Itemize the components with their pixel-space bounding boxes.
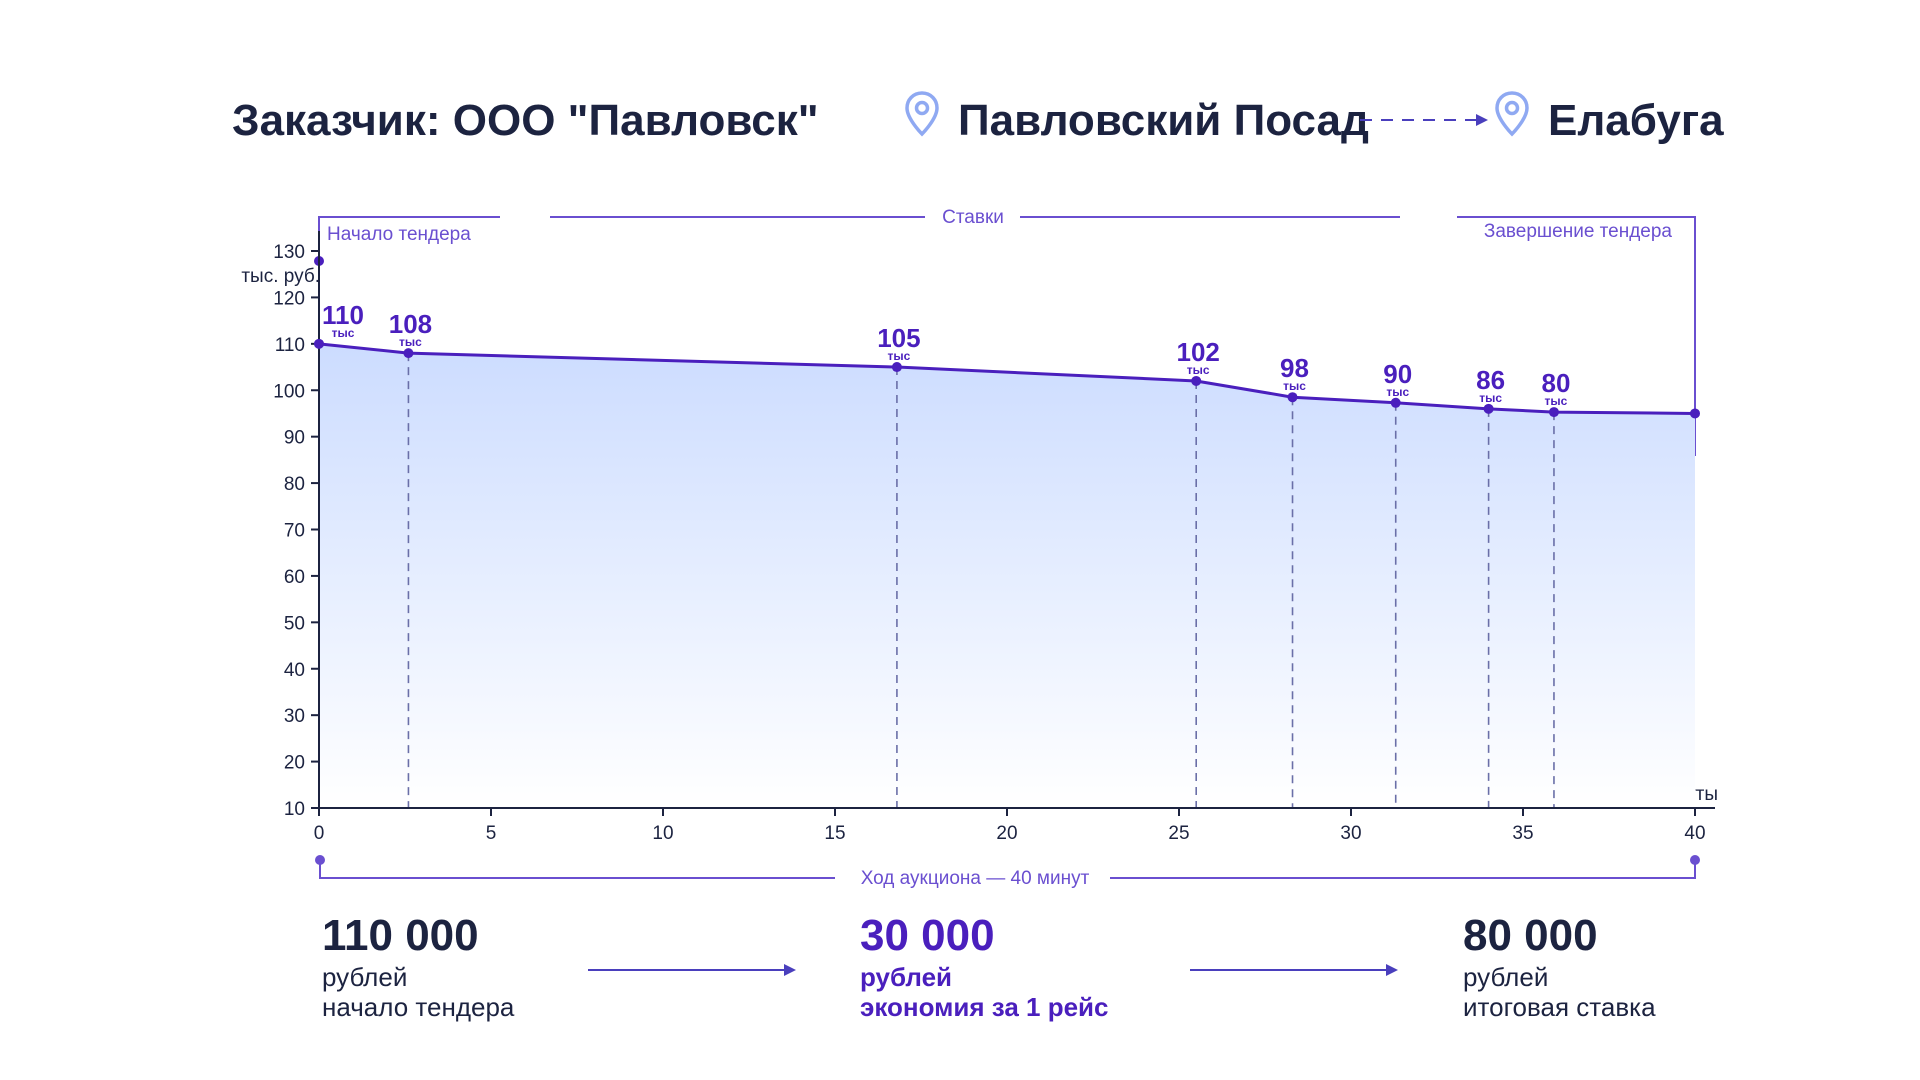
y-axis-label: тыс. руб. xyxy=(241,266,320,287)
to-city: Елабуга xyxy=(1548,96,1724,145)
map-pin-icon xyxy=(1495,91,1529,137)
summary-start-caption: начало тендера xyxy=(322,992,515,1022)
arrow-right-icon xyxy=(588,964,796,976)
end-annotation: Завершение тендера xyxy=(1484,221,1673,242)
summary-savings-unit: рублей xyxy=(860,962,953,992)
bid-value-label: 86 xyxy=(1476,365,1505,395)
bid-point xyxy=(891,362,902,373)
arrow-right-icon xyxy=(1190,964,1398,976)
x-tick-label: 40 xyxy=(1684,823,1705,844)
y-tick-label: 100 xyxy=(273,381,305,402)
x-tick-label: 0 xyxy=(314,823,325,844)
chart-title: Ставки xyxy=(942,207,1004,228)
duration-bracket: Ход аукциона — 40 минут xyxy=(315,855,1700,889)
bid-value-label: 90 xyxy=(1383,359,1412,389)
route-arrow-icon xyxy=(1360,114,1488,126)
start-bracket: Начало тендера xyxy=(314,216,500,266)
area-fill xyxy=(319,343,1695,808)
y-tick-label: 70 xyxy=(284,521,305,542)
y-tick-label: 120 xyxy=(273,288,305,309)
summary-final-value: 80 000 xyxy=(1463,911,1598,960)
y-tick-label: 20 xyxy=(284,753,305,774)
bid-point xyxy=(1390,397,1401,408)
y-tick-label: 10 xyxy=(284,799,305,820)
x-tick-label: 15 xyxy=(824,823,845,844)
y-tick-label: 50 xyxy=(284,613,305,634)
summary-start-unit: рублей xyxy=(322,962,408,992)
bid-value-label: 80 xyxy=(1541,368,1570,398)
x-tick-label: 30 xyxy=(1340,823,1361,844)
summary-savings-value: 30 000 xyxy=(860,911,995,960)
bid-unit-label: тыс xyxy=(1479,391,1502,405)
bid-point xyxy=(1483,403,1494,414)
bid-unit-label: тыс xyxy=(399,335,422,349)
bid-point xyxy=(1287,392,1298,403)
customer-title: Заказчик: ООО "Павловск" xyxy=(232,96,819,145)
from-city: Павловский Посад xyxy=(958,96,1369,145)
summary-savings-caption: экономия за 1 рейс xyxy=(860,992,1109,1022)
bid-unit-label: тыс xyxy=(1187,363,1210,377)
x-tick-label: 25 xyxy=(1168,823,1189,844)
x-tick-label: 35 xyxy=(1512,823,1533,844)
bid-point xyxy=(314,338,324,349)
duration-annotation: Ход аукциона — 40 минут xyxy=(861,868,1090,889)
bid-value-label: 110 xyxy=(322,300,364,330)
summary-final-unit: рублей xyxy=(1463,962,1549,992)
bid-unit-label: тыс xyxy=(888,349,911,363)
y-tick-label: 90 xyxy=(284,428,305,449)
summary-final-caption: итоговая ставка xyxy=(1463,992,1656,1022)
bid-point xyxy=(1191,375,1202,386)
bid-point xyxy=(403,348,414,359)
map-pin-icon xyxy=(905,91,939,137)
x-tick-label: 5 xyxy=(486,823,497,844)
y-tick-label: 80 xyxy=(284,474,305,495)
bid-unit-label: тыс xyxy=(332,326,355,340)
y-tick-label: 60 xyxy=(284,567,305,588)
bid-value-label: 105 xyxy=(877,323,920,353)
bid-point xyxy=(1548,407,1559,418)
bid-point xyxy=(1690,408,1700,419)
x-tick-label: 10 xyxy=(652,823,673,844)
summary-savings: 30 000 рублей экономия за 1 рейс xyxy=(860,910,1109,1022)
bid-unit-label: тыс xyxy=(1386,385,1409,399)
summary-final: 80 000 рублей итоговая ставка xyxy=(1463,910,1656,1022)
y-tick-label: 30 xyxy=(284,706,305,727)
bid-unit-label: тыс xyxy=(1283,379,1306,393)
y-tick-label: 130 xyxy=(273,242,305,263)
title-bracket: Ставки xyxy=(550,207,1400,228)
route: Павловский Посад Елабуга xyxy=(900,90,1724,150)
x-tick-label: 20 xyxy=(996,823,1017,844)
start-annotation: Начало тендера xyxy=(327,224,471,245)
summary-start: 110 000 рублей начало тендера xyxy=(322,910,514,1022)
bid-value-label: 98 xyxy=(1280,353,1309,383)
summary-start-value: 110 000 xyxy=(322,911,479,960)
y-tick-label: 110 xyxy=(275,335,305,356)
bid-value-label: 108 xyxy=(389,309,432,339)
end-bracket: Завершение тендера xyxy=(1457,216,1696,456)
bid-value-label: 102 xyxy=(1177,337,1220,367)
y-tick-label: 40 xyxy=(284,660,305,681)
bid-unit-label: тыс xyxy=(1545,394,1568,408)
